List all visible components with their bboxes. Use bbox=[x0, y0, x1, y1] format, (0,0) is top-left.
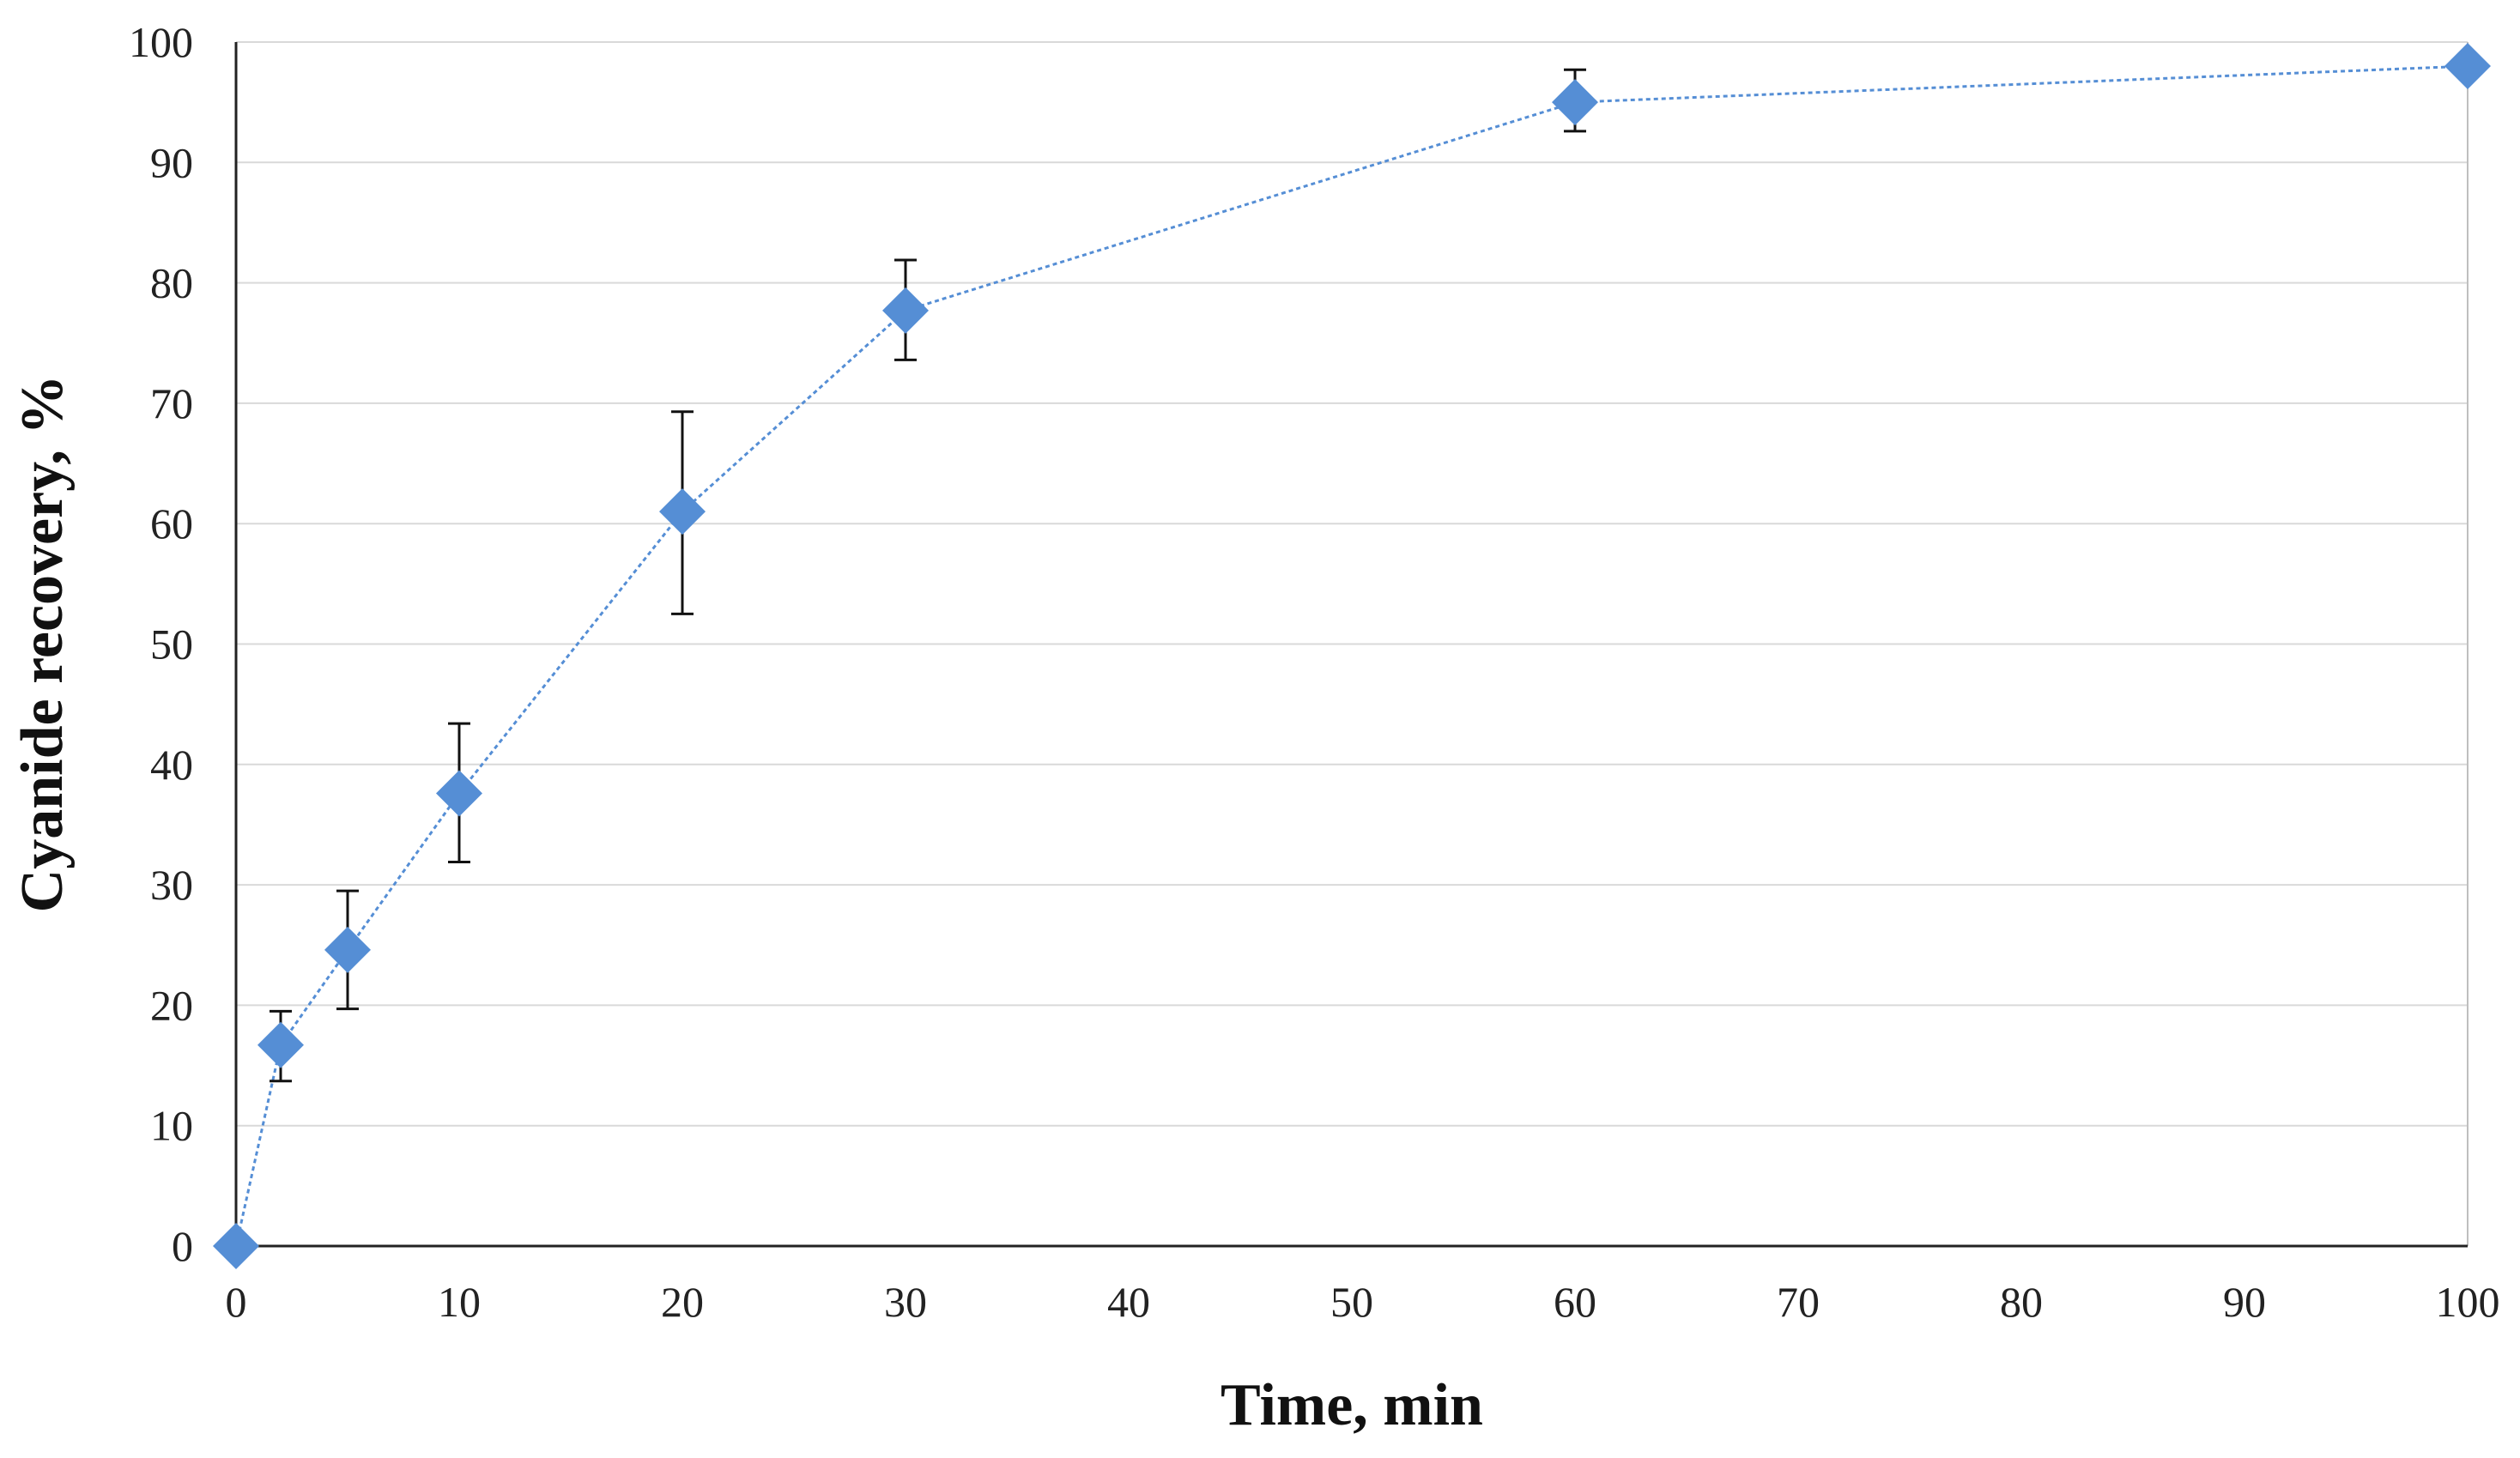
series bbox=[213, 43, 2491, 1269]
y-tick-labels: 0 10 20 30 40 50 60 70 80 90 100 bbox=[129, 18, 193, 1270]
data-point-diamond bbox=[1552, 79, 1598, 126]
y-tick-label: 70 bbox=[150, 379, 193, 427]
data-point-diamond bbox=[659, 488, 706, 535]
data-point-diamond bbox=[882, 287, 929, 334]
y-tick-label: 50 bbox=[150, 620, 193, 669]
series-line bbox=[234, 64, 2469, 1247]
x-tick-label: 50 bbox=[1330, 1278, 1373, 1326]
x-tick-label: 80 bbox=[2000, 1278, 2043, 1326]
y-tick-label: 0 bbox=[172, 1222, 193, 1270]
x-tick-label: 90 bbox=[2223, 1278, 2266, 1326]
data-point-diamond bbox=[213, 1223, 259, 1269]
x-tick-label: 40 bbox=[1107, 1278, 1150, 1326]
x-tick-label: 70 bbox=[1777, 1278, 1820, 1326]
y-tick-label: 80 bbox=[150, 259, 193, 307]
y-axis-title: Cyanide recovery, % bbox=[9, 375, 76, 913]
x-tick-label: 20 bbox=[661, 1278, 704, 1326]
x-tick-label: 10 bbox=[438, 1278, 481, 1326]
y-tick-label: 40 bbox=[150, 741, 193, 789]
x-axis-title: Time, min bbox=[1221, 1372, 1483, 1438]
x-tick-label: 0 bbox=[226, 1278, 247, 1326]
y-tick-label: 90 bbox=[150, 138, 193, 186]
x-tick-labels: 0 10 20 30 40 50 60 70 80 90 100 bbox=[226, 1278, 2500, 1326]
data-point-diamond bbox=[324, 926, 371, 973]
y-tick-label: 100 bbox=[129, 18, 193, 66]
axes bbox=[234, 42, 2469, 1248]
x-tick-label: 60 bbox=[1554, 1278, 1596, 1326]
data-point-diamond bbox=[257, 1021, 304, 1068]
data-point-diamond bbox=[436, 770, 482, 817]
gridlines bbox=[236, 41, 2468, 1127]
x-tick-label: 100 bbox=[2436, 1278, 2500, 1326]
y-tick-label: 20 bbox=[150, 981, 193, 1029]
x-tick-label: 30 bbox=[884, 1278, 927, 1326]
data-point-diamond bbox=[2444, 43, 2491, 90]
y-tick-label: 30 bbox=[150, 861, 193, 909]
y-tick-label: 60 bbox=[150, 499, 193, 548]
y-tick-label: 10 bbox=[150, 1102, 193, 1150]
